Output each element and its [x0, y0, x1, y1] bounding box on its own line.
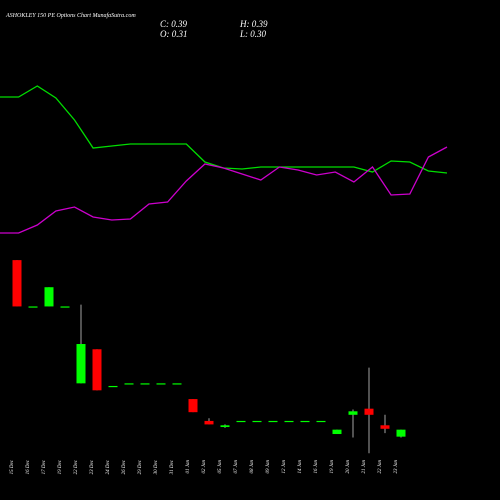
candle-body [364, 408, 374, 415]
candle-body [332, 429, 342, 435]
candle-body [28, 306, 38, 308]
info-open: O: 0.31 [160, 29, 188, 39]
x-tick-label: 08 Jan [250, 460, 255, 474]
x-tick-label: 15 Dec [10, 459, 15, 474]
candle-body [92, 349, 102, 391]
candle-body [60, 306, 70, 308]
candle-body [268, 420, 278, 423]
candle-body [124, 383, 134, 385]
candle-body [156, 383, 166, 385]
info-close: C: 0.39 [160, 19, 188, 29]
candle-body [380, 425, 390, 429]
candle-body [44, 287, 54, 307]
candle-body [348, 411, 358, 415]
x-tick-label: 26 Dec [122, 459, 127, 474]
candle-body [284, 420, 294, 423]
x-tick-label: 29 Dec [138, 459, 143, 474]
candle-body [12, 260, 22, 307]
x-tick-label: 16 Jan [314, 460, 319, 474]
x-tick-label: 21 Jan [362, 460, 367, 474]
x-tick-label: 23 Dec [90, 459, 95, 474]
x-tick-label: 24 Dec [106, 459, 111, 474]
info-high: H: 0.39 [239, 19, 268, 29]
candle-body [108, 385, 118, 388]
x-tick-label: 02 Jan [202, 460, 207, 474]
candle-body [396, 429, 406, 437]
x-tick-label: 12 Jan [282, 460, 287, 474]
candle-body [300, 420, 310, 423]
candle-body [172, 383, 182, 385]
info-low: L: 0.30 [239, 29, 267, 39]
candle-body [316, 420, 326, 423]
candle-body [252, 420, 262, 423]
candle-body [220, 425, 230, 428]
candle-body [188, 399, 198, 413]
candle-body [76, 344, 86, 384]
x-tick-label: 22 Dec [74, 459, 79, 474]
x-tick-label: 01 Jan [186, 460, 191, 474]
x-tick-label: 14 Jan [298, 460, 303, 474]
x-tick-label: 30 Dec [154, 459, 159, 474]
x-tick-label: 22 Jan [378, 460, 383, 474]
x-tick-label: 05 Jan [218, 460, 223, 474]
x-tick-label: 07 Jan [234, 460, 239, 474]
chart-title: ASHOKLEY 150 PE Options Chart MunafaSutr… [5, 12, 136, 19]
x-tick-label: 19 Jan [330, 460, 335, 474]
x-tick-label: 09 Jan [266, 460, 271, 474]
x-tick-label: 19 Dec [58, 459, 63, 474]
x-tick-label: 17 Dec [42, 459, 47, 474]
candle-body [236, 420, 246, 423]
indicator-line [0, 146, 448, 234]
x-tick-label: 20 Jan [346, 460, 351, 474]
x-tick-label: 31 Dec [170, 459, 175, 474]
x-tick-label: 23 Jan [394, 460, 399, 474]
x-tick-label: 16 Dec [26, 459, 31, 474]
candle-body [204, 420, 214, 425]
candle-body [140, 383, 150, 385]
